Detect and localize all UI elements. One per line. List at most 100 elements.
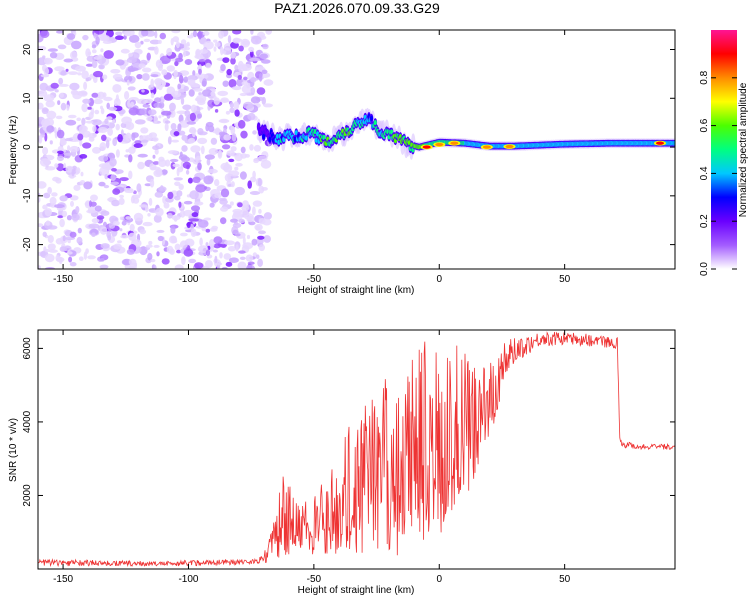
noise-blob [115,59,125,66]
noise-blob [184,43,190,47]
snr-y-label: SNR (10 * v/v) [8,418,19,482]
noise-blob [233,101,240,110]
noise-blob [223,253,232,260]
spectrogram-x-tick-label: -150 [53,274,73,285]
noise-blob [111,168,117,172]
noise-blob [176,249,182,254]
noise-blob [173,215,178,222]
colorbar-label: Normalized spectral amplitude [738,82,749,217]
noise-blob [167,150,178,155]
noise-blob [218,30,225,39]
noise-blob [170,225,176,234]
noise-blob [46,225,58,230]
noise-blob [189,190,199,200]
noise-blob [104,174,109,180]
noise-blob [198,58,205,63]
colorbar-tick-label: 0.8 [699,70,710,84]
spectrogram-y-tick-label: 20 [22,44,33,56]
noise-blob [43,58,50,64]
noise-blob [194,262,204,269]
noise-blob [220,206,229,212]
colorbar-tick-label: 0.6 [699,118,710,132]
noise-blob [258,244,265,252]
noise-blob [63,58,74,63]
noise-blob [76,236,83,245]
noise-blob [248,221,256,226]
noise-blob [93,98,103,105]
noise-blob [150,78,154,88]
noise-blob [139,229,147,235]
noise-blob [69,231,77,238]
noise-blob [154,78,164,86]
noise-blob [174,195,181,201]
noise-blob [210,91,216,97]
noise-blob [66,104,70,111]
noise-blob [43,94,55,102]
noise-blob [234,64,239,71]
noise-blob [103,184,110,189]
noise-blob [81,70,89,79]
noise-blob [60,102,67,111]
noise-blob [111,199,120,207]
noise-blob [178,130,186,136]
noise-blob [49,52,58,59]
noise-blob [43,117,55,127]
noise-blob [142,221,153,227]
noise-blob [191,205,200,212]
noise-blob [119,177,129,182]
noise-blob [201,227,207,232]
ridge-hotspot [482,145,491,149]
noise-blob [144,98,154,104]
noise-blob [250,30,254,35]
noise-blob [189,112,196,122]
spectrogram-y-label: Frequency (Hz) [8,116,19,185]
noise-blob [71,40,82,50]
noise-blob [247,180,252,189]
noise-blob [251,238,258,246]
noise-blob [164,122,169,132]
noise-blob [195,184,207,193]
ridge-core [322,134,326,140]
noise-blob [70,51,78,60]
noise-blob [90,194,98,202]
noise-blob [125,216,132,220]
noise-blob [175,41,180,49]
noise-blob [153,169,163,178]
noise-blob [163,93,174,101]
noise-blob [182,209,194,217]
noise-blob [149,162,157,171]
noise-blob [255,238,264,245]
noise-blob [154,46,159,55]
noise-blob [93,55,102,60]
noise-blob [157,235,164,242]
noise-blob [118,197,125,205]
noise-blob [91,60,98,69]
noise-blob [206,158,211,166]
ridge-core [373,120,377,126]
noise-blob [184,110,191,117]
noise-blob [148,197,153,206]
noise-blob [46,110,57,120]
noise-blob [99,142,107,151]
noise-blob [258,72,263,82]
noise-blob [186,221,191,229]
noise-blob [237,119,246,129]
noise-blob [128,232,137,241]
colorbar-tick-label: 0.4 [699,166,710,180]
noise-blob [117,240,122,244]
noise-blob [230,218,238,223]
noise-blob [99,65,104,69]
noise-blob [157,39,162,45]
noise-blob [188,218,200,222]
snr-axes: -150 -100 -50 0 50 2000 4000 6000 [22,330,675,585]
noise-blob [148,133,153,138]
noise-blob [69,195,79,201]
noise-blob [66,215,72,221]
noise-blob [65,119,77,126]
ridge-core [268,136,272,142]
noise-blob [115,149,120,158]
noise-blob [85,63,94,67]
spectrogram-y-tick-label: -10 [22,188,33,203]
noise-blob [240,130,248,139]
noise-blob [261,96,266,105]
